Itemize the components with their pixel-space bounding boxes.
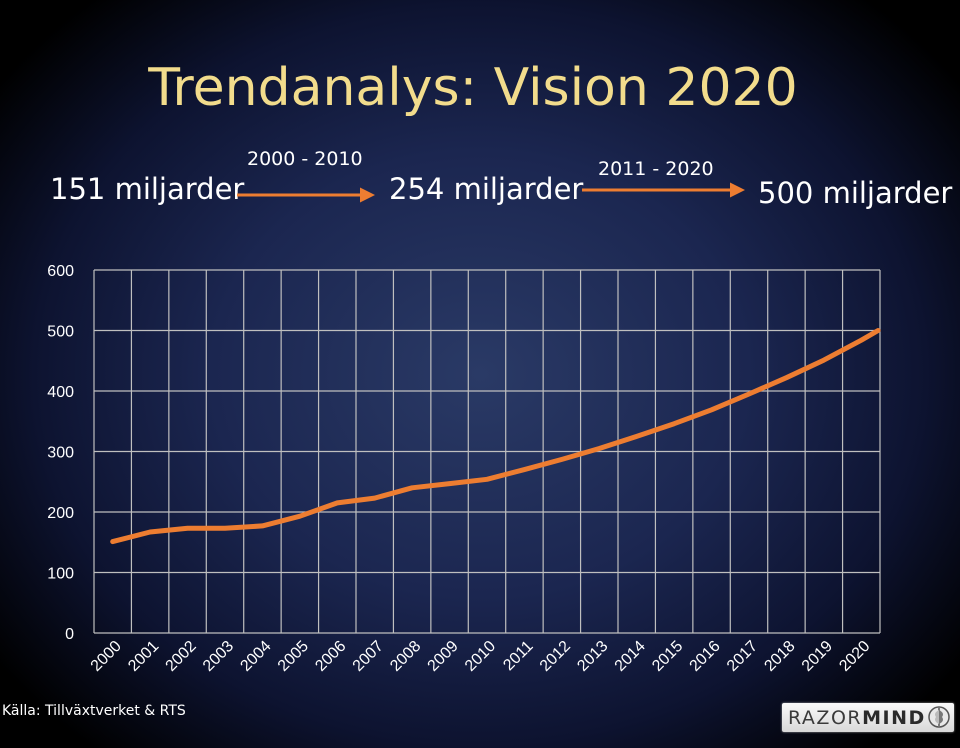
x-tick-label: 2008 — [387, 638, 424, 675]
source-note: Källa: Tillväxtverket & RTS — [2, 703, 186, 719]
page-title: Trendanalys: Vision 2020 — [148, 58, 798, 118]
x-tick-label: 2000 — [88, 638, 125, 675]
amount-mid-label: 254 miljarder — [389, 172, 584, 206]
period-1-label: 2000 - 2010 — [247, 148, 363, 170]
x-tick-label: 2015 — [649, 638, 686, 675]
x-tick-label: 2006 — [312, 638, 349, 675]
x-tick-label: 2004 — [237, 638, 274, 675]
y-tick-label: 200 — [47, 505, 74, 522]
x-tick-label: 2012 — [537, 638, 574, 675]
y-tick-label: 400 — [47, 384, 74, 401]
x-tick-label: 2003 — [200, 638, 237, 675]
y-axis-ticks: 0 100 200 300 400 500 600 — [47, 263, 74, 643]
y-tick-label: 500 — [47, 324, 74, 341]
y-tick-label: 300 — [47, 445, 74, 462]
x-tick-label: 2016 — [687, 638, 724, 675]
x-tick-label: 2010 — [462, 638, 499, 675]
amount-end-label: 500 miljarder — [758, 176, 953, 210]
x-tick-label: 2002 — [163, 638, 200, 675]
x-tick-label: 2009 — [425, 638, 462, 675]
logo-text: RAZORMIND — [788, 707, 926, 729]
razormind-logo-icon — [928, 706, 950, 728]
logo-text-bold: MIND — [862, 706, 926, 729]
series-line-group — [110, 328, 881, 545]
x-tick-label: 2005 — [275, 638, 312, 675]
period-2-label: 2011 - 2020 — [598, 158, 714, 180]
x-axis-ticks: 2000 2001 2002 2003 2004 2005 2006 2007 2008 2009… — [88, 638, 874, 675]
x-tick-label: 2011 — [500, 638, 536, 674]
x-tick-label: 2020 — [836, 638, 873, 675]
x-tick-label: 2019 — [799, 638, 836, 675]
amount-start-label: 151 miljarder — [50, 172, 245, 206]
logo-text-regular: RAZOR — [788, 706, 863, 729]
x-tick-label: 2013 — [574, 638, 611, 675]
series-line — [110, 328, 881, 545]
y-tick-label: 100 — [47, 566, 74, 583]
razormind-logo: RAZORMIND — [782, 703, 954, 732]
x-tick-label: 2017 — [724, 638, 761, 675]
chart-grid — [93, 269, 881, 634]
y-tick-label: 600 — [47, 263, 74, 280]
x-tick-label: 2018 — [761, 638, 798, 675]
y-tick-label: 0 — [65, 626, 74, 643]
x-tick-label: 2014 — [612, 638, 649, 675]
x-tick-label: 2001 — [125, 638, 162, 675]
x-tick-label: 2007 — [350, 638, 387, 675]
